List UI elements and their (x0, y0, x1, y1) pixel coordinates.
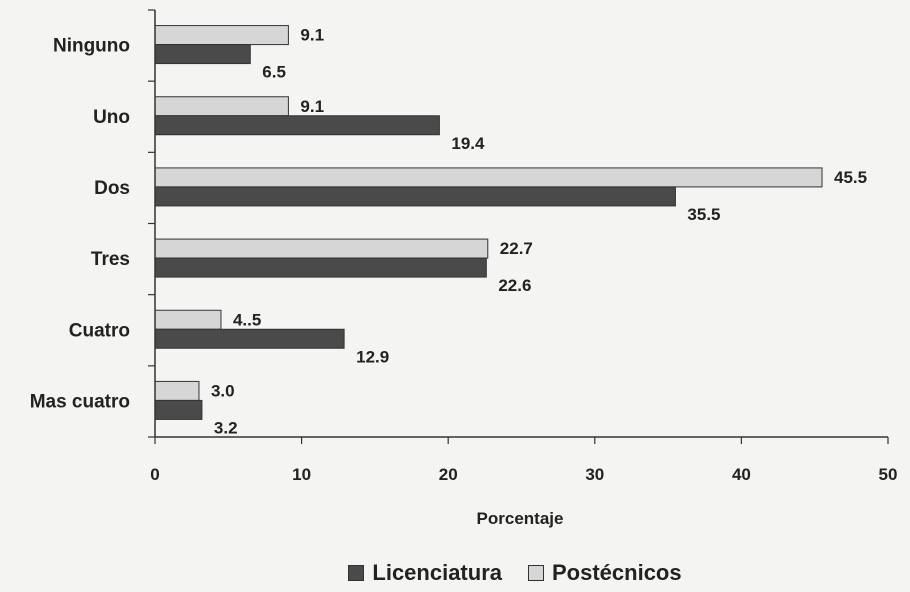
category-label-ninguno: Ninguno (53, 36, 130, 57)
data-label-licenciatura-dos: 35.5 (687, 205, 720, 224)
legend-swatch-licenciatura (348, 565, 365, 581)
x-tick-label-20: 20 (439, 465, 458, 484)
legend-label-licenciatura: Licenciatura (372, 560, 502, 585)
x-tick-label-50: 50 (879, 465, 898, 484)
bar-postecnicos-dos (154, 167, 823, 188)
bar-licenciatura-uno (154, 115, 440, 136)
category-label-tres: Tres (91, 249, 130, 270)
data-label-postecnicos-uno: 9.1 (300, 97, 324, 116)
legend-label-postecnicos: Postécnicos (552, 560, 682, 585)
axes-group (148, 9, 889, 444)
bar-licenciatura-cuatro (154, 328, 345, 349)
category-label-dos: Dos (94, 178, 130, 199)
x-tick-label-30: 30 (585, 465, 604, 484)
labels-group: Ninguno 9.1 6.5 Uno 9.1 19.4 Dos 45.5 35.5 Tres 22… (30, 26, 898, 484)
x-axis-title: Porcentaje (477, 509, 564, 528)
data-label-postecnicos-ninguno: 9.1 (300, 26, 324, 45)
category-label-uno: Uno (93, 107, 130, 128)
category-label-cuatro: Cuatro (69, 320, 130, 341)
bar-postecnicos-cuatro (154, 309, 222, 330)
data-label-licenciatura-ninguno: 6.5 (262, 63, 286, 82)
x-tick-label-0: 0 (150, 465, 159, 484)
legend-item-postecnicos: Postécnicos (528, 560, 682, 586)
data-label-licenciatura-tres: 22.6 (498, 276, 531, 295)
category-label-mas-cuatro: Mas cuatro (30, 391, 130, 412)
bar-postecnicos-uno (154, 96, 289, 117)
data-label-licenciatura-cuatro: 12.9 (356, 347, 389, 366)
bar-postecnicos-ninguno (154, 25, 289, 46)
data-label-licenciatura-uno: 19.4 (451, 134, 485, 153)
bars-group (154, 25, 823, 420)
legend-swatch-postecnicos (528, 565, 544, 581)
bar-licenciatura-tres (154, 257, 487, 278)
bar-chart: Ninguno 9.1 6.5 Uno 9.1 19.4 Dos 45.5 35.5 Tres 22… (30, 9, 898, 528)
bar-postecnicos-tres (154, 238, 489, 259)
bar-licenciatura-ninguno (154, 44, 251, 65)
bar-licenciatura-mas-cuatro (154, 399, 203, 420)
legend: Licenciatura Postécnicos (0, 560, 910, 586)
data-label-postecnicos-dos: 45.5 (834, 168, 867, 187)
data-label-licenciatura-mas-cuatro: 3.2 (214, 418, 238, 437)
bar-licenciatura-dos (154, 186, 676, 207)
data-label-postecnicos-tres: 22.7 (500, 239, 533, 258)
bar-postecnicos-mas-cuatro (154, 380, 200, 401)
x-tick-label-40: 40 (732, 465, 751, 484)
data-label-postecnicos-mas-cuatro: 3.0 (211, 381, 235, 400)
data-label-postecnicos-cuatro: 4..5 (233, 310, 261, 329)
legend-item-licenciatura: Licenciatura (348, 560, 502, 586)
x-tick-label-10: 10 (292, 465, 311, 484)
